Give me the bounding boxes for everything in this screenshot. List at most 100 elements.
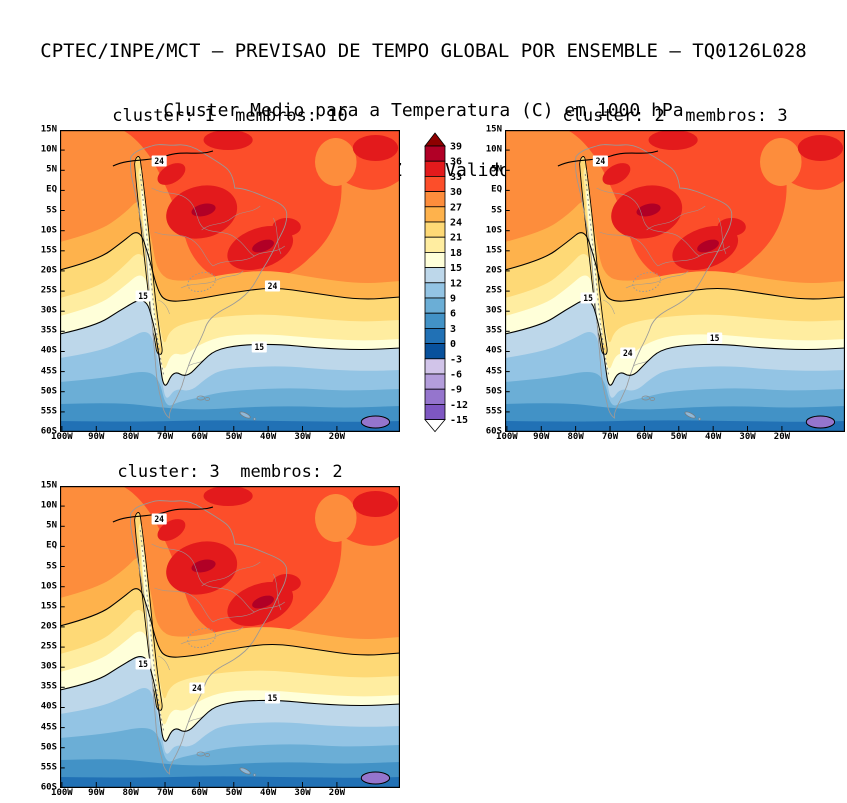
lon-axis: 100W 90W 80W 70W 60W 50W 40W 30W 20W xyxy=(51,432,400,446)
svg-text:15: 15 xyxy=(138,659,148,669)
lat-tick-label: 15N xyxy=(485,124,502,135)
svg-text:21: 21 xyxy=(450,233,462,244)
contour-label: 24 xyxy=(151,513,167,525)
coastline xyxy=(575,144,733,419)
svg-text:15: 15 xyxy=(138,291,148,301)
lat-tick-label: 10N xyxy=(40,144,57,155)
svg-text:18: 18 xyxy=(450,248,462,259)
lon-tick-label: 30W xyxy=(739,432,756,442)
panel-cluster-2: cluster: 2 membros: 3 15N 10N 5N EQ 5S 10S 15S 2… xyxy=(479,104,845,446)
cold-pocket xyxy=(360,415,391,429)
svg-text:15: 15 xyxy=(254,342,264,352)
temperature-map: 24 24 15 15 xyxy=(505,130,845,432)
panel-title: cluster: 1 membros: 10 xyxy=(112,106,348,126)
lon-tick-label: 80W xyxy=(122,432,139,442)
lat-tick-label: 55S xyxy=(485,406,502,417)
lat-tick-label: 15S xyxy=(485,245,502,256)
svg-text:15: 15 xyxy=(450,263,462,274)
svg-text:30: 30 xyxy=(450,187,462,198)
lon-tick-label: 100W xyxy=(496,432,518,442)
lat-tick-label: 15N xyxy=(40,124,57,135)
lat-tick-label: 55S xyxy=(40,762,57,773)
lat-tick-label: 50S xyxy=(485,386,502,397)
lon-tick-label: 70W xyxy=(156,432,174,442)
svg-text:27: 27 xyxy=(450,202,462,213)
contour-label: 15 xyxy=(264,692,281,704)
lat-axis: 15N 10N 5N EQ 5S 10S 15S 20S 25S 30S 35S 40S 45S 50S 5… xyxy=(34,481,60,792)
lat-tick-label: 30S xyxy=(40,305,57,316)
lat-tick-label: 10S xyxy=(40,225,57,236)
temperature-map: 24 24 15 15 xyxy=(60,486,400,788)
svg-text:24: 24 xyxy=(623,348,633,358)
lat-tick-label: 20S xyxy=(485,265,502,276)
contour-label: 24 xyxy=(264,280,281,292)
lon-tick-label: 40W xyxy=(260,432,277,442)
lat-tick-label: 35S xyxy=(485,325,502,336)
coastline xyxy=(130,144,288,419)
lat-tick-label: 5N xyxy=(491,164,502,175)
lon-tick-label: 30W xyxy=(294,432,311,442)
lon-tick-label: 50W xyxy=(225,788,242,798)
contour-label: 15 xyxy=(251,341,267,353)
lat-tick-label: 50S xyxy=(40,386,57,397)
lat-tick-label: EQ xyxy=(491,184,502,195)
svg-text:24: 24 xyxy=(154,514,164,524)
lon-tick-label: 60W xyxy=(191,432,208,442)
cold-pocket xyxy=(360,771,391,785)
chart-title: CPTEC/INPE/MCT — PREVISAO DE TEMPO GLOBA… xyxy=(40,40,807,62)
map-svg: 24 24 15 15 xyxy=(60,130,400,432)
svg-text:-9: -9 xyxy=(450,385,462,396)
lat-tick-label: 20S xyxy=(40,621,57,632)
lon-tick-label: 100W xyxy=(51,788,73,798)
lat-tick-label: 60S xyxy=(40,782,57,793)
svg-text:15: 15 xyxy=(268,693,278,703)
svg-text:-6: -6 xyxy=(450,370,462,381)
panel-title: cluster: 2 membros: 3 xyxy=(562,106,788,126)
lat-tick-label: 15S xyxy=(40,601,57,612)
contour-label: 15 xyxy=(135,658,151,670)
lat-tick-label: 40S xyxy=(485,345,502,356)
map-svg: 24 24 15 15 xyxy=(505,130,845,432)
lat-tick-label: 45S xyxy=(40,722,57,733)
lat-tick-label: 5S xyxy=(491,205,502,216)
lon-tick-label: 80W xyxy=(122,788,139,798)
svg-text:24: 24 xyxy=(596,156,606,166)
contour-label: 15 xyxy=(135,290,151,302)
lon-tick-label: 70W xyxy=(601,432,619,442)
lat-tick-label: 45S xyxy=(485,366,502,377)
lat-tick-label: 5N xyxy=(46,520,57,531)
lat-tick-label: 20S xyxy=(40,265,57,276)
svg-text:15: 15 xyxy=(583,293,593,303)
lat-tick-label: 30S xyxy=(40,661,57,672)
lat-axis: 15N 10N 5N EQ 5S 10S 15S 20S 25S 30S 35S 40S 45S 50S 5… xyxy=(479,125,505,436)
panel-cluster-1: cluster: 1 membros: 10 15N 10N 5N EQ 5S 10S 15S… xyxy=(34,104,400,446)
svg-text:33: 33 xyxy=(450,172,462,183)
lon-tick-label: 50W xyxy=(670,432,687,442)
lat-tick-label: 40S xyxy=(40,701,57,712)
coastline xyxy=(130,500,288,775)
contour-label: 24 xyxy=(620,347,636,359)
svg-text:0: 0 xyxy=(450,339,456,350)
contour-label: 15 xyxy=(580,292,596,304)
lat-tick-label: 25S xyxy=(485,285,502,296)
lat-tick-label: 55S xyxy=(40,406,57,417)
lat-tick-label: 60S xyxy=(485,426,502,437)
lat-tick-label: 50S xyxy=(40,742,57,753)
lat-tick-label: 5S xyxy=(46,205,57,216)
lon-tick-label: 90W xyxy=(533,432,550,442)
lon-tick-label: 90W xyxy=(88,432,105,442)
lon-tick-label: 20W xyxy=(328,432,346,442)
lat-tick-label: 40S xyxy=(40,345,57,356)
lon-tick-label: 30W xyxy=(294,788,311,798)
chart-subtitle: Cluster Medio para a Temperatura (C) em … xyxy=(163,100,684,121)
lat-tick-label: 10S xyxy=(40,581,57,592)
svg-text:24: 24 xyxy=(154,156,164,166)
lon-tick-label: 80W xyxy=(567,432,584,442)
lat-tick-label: 30S xyxy=(485,305,502,316)
lon-tick-label: 100W xyxy=(51,432,73,442)
panel-title: cluster: 3 membros: 2 xyxy=(117,462,343,482)
lat-tick-label: 25S xyxy=(40,641,57,652)
contour-label: 15 xyxy=(707,332,723,344)
contour-label: 24 xyxy=(151,155,167,167)
